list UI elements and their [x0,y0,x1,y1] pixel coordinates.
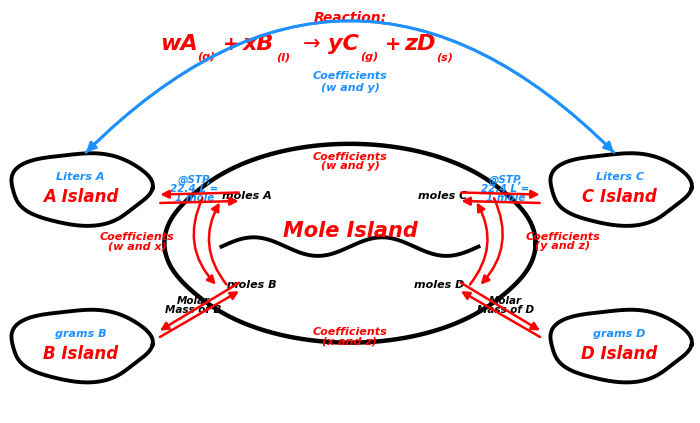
Text: moles A: moles A [222,190,272,201]
Text: Reaction:: Reaction: [314,11,386,25]
Text: B Island: B Island [43,345,118,363]
Text: Mass of B: Mass of B [165,305,221,315]
Text: Liters A: Liters A [56,173,105,182]
Text: (w and y): (w and y) [321,161,379,171]
Text: @STP,: @STP, [178,175,211,185]
Text: 22.4 L =: 22.4 L = [481,184,530,194]
Text: →: → [302,34,321,55]
Polygon shape [550,153,692,226]
Text: (s): (s) [436,52,453,62]
Text: Coefficients: Coefficients [313,327,387,337]
Text: xB: xB [244,34,274,55]
Text: A Island: A Island [43,188,118,206]
Text: Molar: Molar [176,296,210,306]
Text: (g): (g) [360,52,379,62]
Text: +: + [385,35,402,54]
Text: zD: zD [405,34,435,55]
Text: Mole Island: Mole Island [283,220,417,241]
Text: 1 mole: 1 mole [486,192,525,203]
Text: Liters C: Liters C [596,173,643,182]
Polygon shape [164,144,536,343]
Text: 1 mole: 1 mole [175,192,214,203]
Text: Molar: Molar [489,296,522,306]
Text: grams B: grams B [55,329,106,339]
Text: D Island: D Island [582,345,657,363]
Text: yC: yC [328,34,358,55]
Text: wA: wA [160,34,197,55]
Polygon shape [11,153,153,226]
Text: moles B: moles B [227,280,276,290]
Text: +: + [223,35,239,54]
Text: @STP,: @STP, [489,175,522,185]
Polygon shape [11,310,153,382]
Text: Coefficients: Coefficients [313,71,387,81]
Text: (g): (g) [197,52,216,62]
Text: 22.4 L =: 22.4 L = [170,184,219,194]
Text: (w and x): (w and x) [108,241,167,251]
Text: (x and z): (x and z) [323,336,377,346]
Text: Mass of D: Mass of D [477,305,534,315]
Text: grams D: grams D [594,329,645,339]
Text: (l): (l) [276,52,290,62]
Text: moles D: moles D [414,280,464,290]
Text: moles C: moles C [418,190,468,201]
Text: Coefficients: Coefficients [526,232,600,242]
Text: (w and y): (w and y) [321,82,379,93]
Text: (y and z): (y and z) [536,241,590,251]
Text: C Island: C Island [582,188,657,206]
Polygon shape [550,310,692,382]
Text: Coefficients: Coefficients [100,232,174,242]
Text: Coefficients: Coefficients [313,151,387,162]
